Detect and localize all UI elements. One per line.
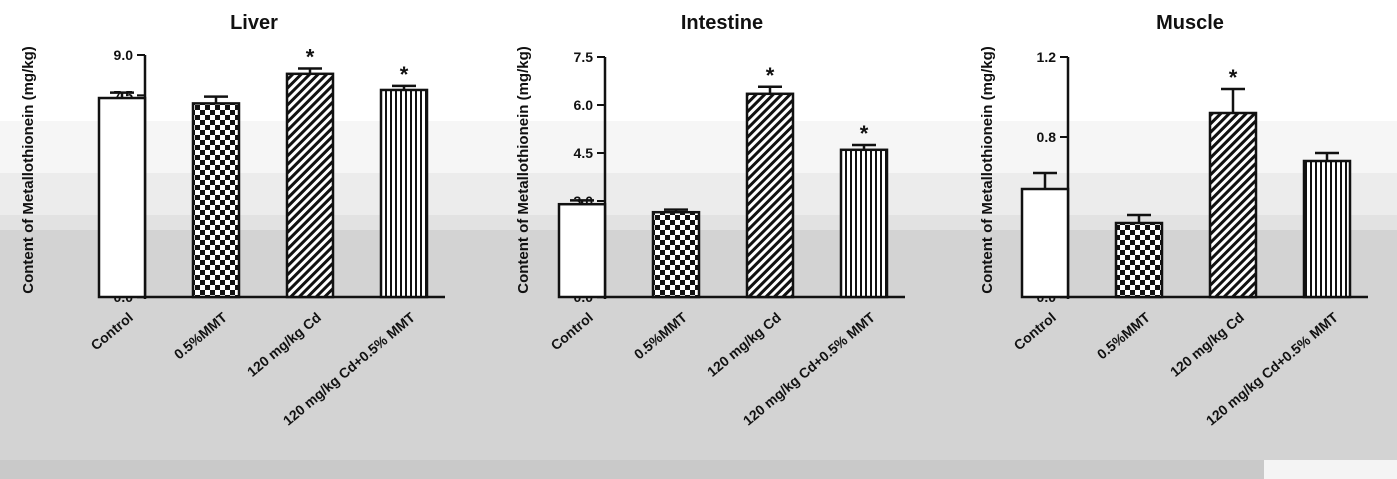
bar bbox=[97, 96, 147, 299]
panel-title: Liver bbox=[230, 12, 278, 34]
x-tick-label: 0.5%MMT bbox=[1094, 309, 1153, 363]
bars: ** bbox=[97, 44, 445, 299]
bar bbox=[1020, 187, 1070, 299]
background-band bbox=[0, 460, 1397, 479]
x-tick-label: 0.5%MMT bbox=[171, 309, 230, 363]
bar bbox=[1114, 221, 1164, 299]
bar bbox=[651, 210, 701, 299]
bar bbox=[1302, 159, 1352, 299]
bars: * bbox=[1020, 65, 1368, 299]
panel-muscle: Muscle Content of Metallothionein (mg/kg… bbox=[979, 12, 1368, 429]
significance-marker: * bbox=[306, 44, 315, 69]
x-tick-label: 120 mg/kg Cd bbox=[1167, 309, 1247, 380]
y-tick-label: 0.8 bbox=[1037, 129, 1057, 145]
y-axis-label: Content of Metallothionein (mg/kg) bbox=[20, 46, 37, 293]
y-tick-label: 9.0 bbox=[114, 47, 134, 63]
x-tick-label: 120 mg/kg Cd bbox=[704, 309, 784, 380]
panel-intestine: Intestine Content of Metallothionein (mg… bbox=[515, 12, 905, 429]
x-tick-label: 120 mg/kg Cd bbox=[244, 309, 324, 380]
background-band bbox=[0, 0, 1397, 121]
bar bbox=[557, 202, 607, 299]
x-tick-label: Control bbox=[88, 309, 136, 353]
y-axis-label: Content of Metallothionein (mg/kg) bbox=[515, 46, 532, 293]
panel-title: Muscle bbox=[1156, 12, 1224, 34]
bar bbox=[745, 92, 795, 299]
panel-title: Intestine bbox=[681, 12, 763, 34]
y-tick-label: 4.5 bbox=[574, 145, 594, 161]
y-axis-label: Content of Metallothionein (mg/kg) bbox=[979, 46, 996, 293]
bars: ** bbox=[557, 63, 905, 299]
significance-marker: * bbox=[766, 63, 775, 88]
y-tick-label: 1.2 bbox=[1037, 49, 1057, 65]
panel-liver: Liver Content of Metallothionein (mg/kg)… bbox=[20, 12, 445, 429]
y-tick-label: 7.5 bbox=[574, 49, 594, 65]
x-tick-label: Control bbox=[1011, 309, 1059, 353]
significance-marker: * bbox=[1229, 65, 1238, 90]
background-band bbox=[1264, 460, 1397, 479]
bar bbox=[285, 72, 335, 299]
significance-marker: * bbox=[400, 62, 409, 87]
bar bbox=[1208, 111, 1258, 299]
x-tick-label: Control bbox=[548, 309, 596, 353]
x-tick-label: 0.5%MMT bbox=[631, 309, 690, 363]
bar bbox=[379, 88, 429, 299]
bar bbox=[839, 148, 889, 299]
significance-marker: * bbox=[860, 121, 869, 146]
y-tick-label: 6.0 bbox=[574, 97, 594, 113]
bar bbox=[191, 102, 241, 299]
